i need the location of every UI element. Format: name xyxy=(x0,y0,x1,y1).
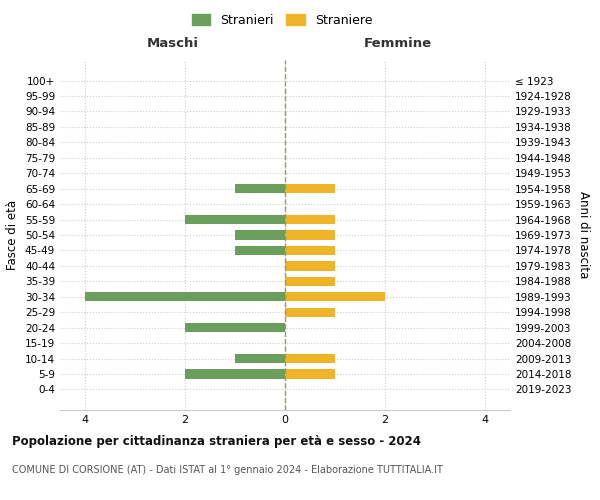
Bar xyxy=(235,246,285,255)
Bar xyxy=(285,184,335,194)
Bar xyxy=(285,246,335,255)
Text: COMUNE DI CORSIONE (AT) - Dati ISTAT al 1° gennaio 2024 - Elaborazione TUTTITALI: COMUNE DI CORSIONE (AT) - Dati ISTAT al … xyxy=(12,465,443,475)
Text: Popolazione per cittadinanza straniera per età e sesso - 2024: Popolazione per cittadinanza straniera p… xyxy=(12,435,421,448)
Bar xyxy=(285,354,335,363)
Bar xyxy=(285,215,335,224)
Bar xyxy=(235,354,285,363)
Bar xyxy=(285,308,335,317)
Bar xyxy=(185,370,285,378)
Bar xyxy=(285,262,335,270)
Y-axis label: Fasce di età: Fasce di età xyxy=(7,200,19,270)
Bar xyxy=(285,276,335,286)
Bar xyxy=(285,292,385,302)
Bar xyxy=(185,323,285,332)
Bar xyxy=(235,184,285,194)
Bar xyxy=(85,292,285,302)
Legend: Stranieri, Straniere: Stranieri, Straniere xyxy=(187,8,377,32)
Bar xyxy=(235,230,285,239)
Bar xyxy=(185,215,285,224)
Text: Maschi: Maschi xyxy=(146,36,199,50)
Text: Femmine: Femmine xyxy=(364,36,431,50)
Bar xyxy=(285,230,335,239)
Bar xyxy=(285,370,335,378)
Y-axis label: Anni di nascita: Anni di nascita xyxy=(577,192,590,278)
